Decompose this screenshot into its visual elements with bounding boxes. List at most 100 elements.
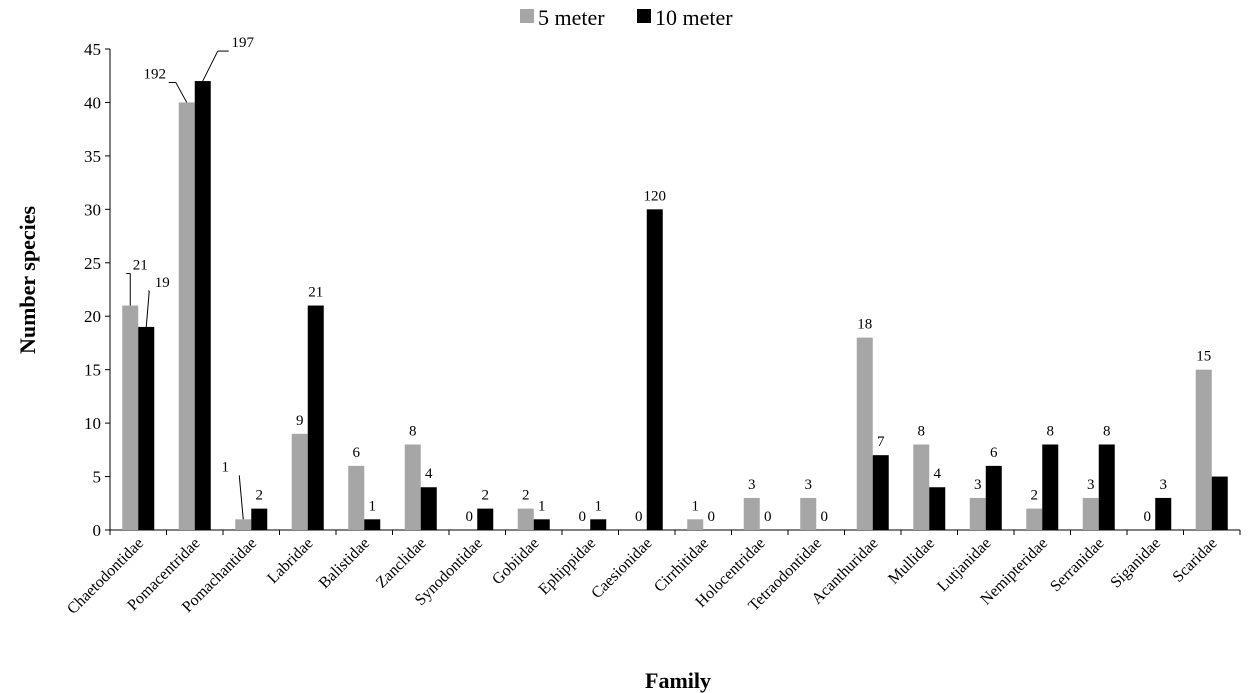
data-label: 19 bbox=[155, 275, 170, 291]
bar-10m bbox=[646, 209, 663, 531]
data-label: 6 bbox=[990, 445, 998, 461]
bar-10m bbox=[420, 487, 437, 530]
y-tick-label: 0 bbox=[93, 521, 102, 540]
bar-5m bbox=[404, 444, 421, 530]
bar-10m bbox=[1098, 444, 1115, 530]
category-label: Serranidae bbox=[1047, 535, 1107, 595]
bars bbox=[122, 81, 1228, 531]
bar-10m bbox=[477, 508, 494, 530]
data-label: 2 bbox=[522, 488, 530, 504]
data-label: 1 bbox=[595, 498, 603, 514]
bar-10m bbox=[872, 455, 889, 530]
bar-5m bbox=[178, 102, 195, 530]
data-label: 18 bbox=[857, 317, 872, 333]
leader-line bbox=[202, 50, 219, 82]
y-tick-label: 30 bbox=[84, 200, 101, 219]
data-label: 0 bbox=[579, 509, 587, 525]
legend-swatch-5-meter bbox=[520, 9, 534, 23]
y-axis-title: Number species bbox=[15, 206, 40, 355]
data-label: 0 bbox=[821, 509, 829, 525]
data-label: 0 bbox=[635, 509, 643, 525]
category-label: Cirrhitidae bbox=[651, 535, 712, 596]
leader-line bbox=[145, 290, 150, 327]
data-label: 197 bbox=[232, 35, 255, 51]
bar-5m bbox=[969, 497, 986, 530]
data-label: 2 bbox=[256, 488, 264, 504]
data-label: 1 bbox=[692, 498, 700, 514]
data-label: 8 bbox=[918, 423, 926, 439]
category-label: Balistidae bbox=[316, 535, 373, 592]
data-label: 3 bbox=[1160, 477, 1168, 493]
category-labels: ChaetodontidaePomacentridaePomachantidae… bbox=[64, 535, 1221, 618]
bar-10m bbox=[590, 519, 607, 530]
bar-10m bbox=[1211, 476, 1228, 530]
bar-5m bbox=[856, 337, 873, 530]
bar-5m bbox=[122, 305, 139, 530]
data-label: 2 bbox=[482, 488, 490, 504]
bar-10m bbox=[929, 487, 946, 530]
y-tick-label: 10 bbox=[84, 414, 101, 433]
x-axis bbox=[109, 529, 1241, 535]
y-tick-label: 40 bbox=[84, 93, 101, 112]
bar-5m bbox=[348, 465, 365, 530]
y-tick-label: 20 bbox=[84, 307, 101, 326]
data-label: 3 bbox=[748, 477, 756, 493]
data-label: 21 bbox=[308, 285, 323, 301]
bar-5m bbox=[1026, 508, 1043, 530]
legend-label-5-meter: 5 meter bbox=[538, 5, 605, 30]
data-label: 120 bbox=[644, 188, 667, 204]
y-tick-label: 5 bbox=[93, 468, 102, 487]
category-label: Lutjanidae bbox=[934, 535, 994, 595]
bar-5m bbox=[1195, 369, 1212, 530]
data-label: 4 bbox=[425, 466, 433, 482]
bar-5m bbox=[291, 433, 308, 530]
data-label: 0 bbox=[1144, 509, 1152, 525]
data-label: 4 bbox=[934, 466, 942, 482]
category-label: Gobiidae bbox=[489, 535, 542, 588]
data-label: 1 bbox=[369, 498, 377, 514]
data-label: 8 bbox=[1047, 423, 1055, 439]
data-label: 7 bbox=[877, 434, 885, 450]
y-axis: 0 5 10 15 20 25 30 35 40 45 bbox=[84, 40, 111, 540]
bar-10m bbox=[985, 465, 1002, 530]
legend: 5 meter 10 meter bbox=[520, 5, 733, 30]
bar-10m bbox=[194, 81, 211, 531]
y-tick-label: 35 bbox=[84, 147, 101, 166]
legend-label-10-meter: 10 meter bbox=[655, 5, 733, 30]
bar-10m bbox=[138, 326, 155, 530]
bar-5m bbox=[687, 519, 704, 530]
y-tick-label: 15 bbox=[84, 361, 101, 380]
data-label: 8 bbox=[1103, 423, 1111, 439]
category-label: Mullidae bbox=[885, 535, 938, 588]
data-label: 0 bbox=[764, 509, 772, 525]
data-label: 6 bbox=[353, 445, 361, 461]
bar-5m bbox=[1082, 497, 1099, 530]
bar-5m bbox=[913, 444, 930, 530]
data-label: 2 bbox=[1031, 488, 1039, 504]
category-label: Zanclidae bbox=[373, 535, 430, 592]
bar-10m bbox=[251, 508, 268, 530]
data-label: 0 bbox=[708, 509, 716, 525]
leader-line bbox=[175, 82, 188, 103]
data-label: 3 bbox=[805, 477, 813, 493]
bar-10m bbox=[307, 305, 324, 530]
category-label: Caesionidae bbox=[588, 535, 655, 602]
data-label: 8 bbox=[409, 423, 417, 439]
data-label: 3 bbox=[1087, 477, 1095, 493]
y-tick-label: 45 bbox=[84, 40, 101, 59]
bar-10m bbox=[1042, 444, 1059, 530]
x-axis-title: Family bbox=[645, 668, 711, 693]
bar-10m bbox=[364, 519, 381, 530]
bar-5m bbox=[517, 508, 534, 530]
category-label: Scaridae bbox=[1170, 535, 1221, 586]
legend-swatch-10-meter bbox=[637, 9, 651, 23]
y-tick-label: 25 bbox=[84, 254, 101, 273]
bar-5m bbox=[743, 497, 760, 530]
data-label: 15 bbox=[1196, 349, 1211, 365]
data-label: 21 bbox=[133, 258, 148, 274]
leader-line bbox=[238, 475, 244, 520]
data-label: 3 bbox=[974, 477, 982, 493]
category-label: Siganidae bbox=[1107, 535, 1164, 592]
